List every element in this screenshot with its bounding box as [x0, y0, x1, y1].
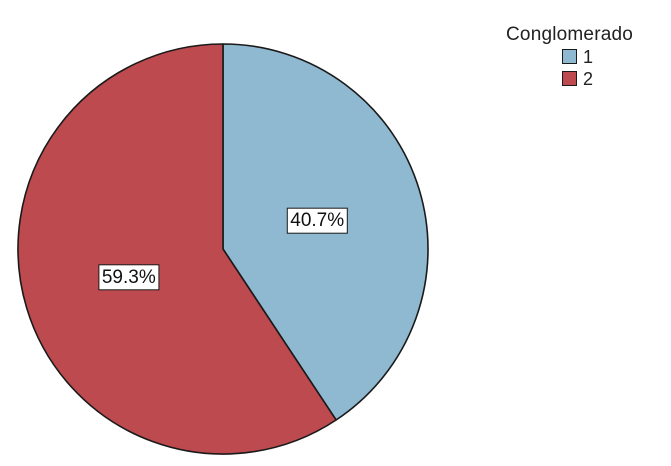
- data-label-text: 40.7%: [290, 210, 344, 231]
- legend-title: Conglomerado: [506, 24, 634, 45]
- pie-slice-2: [17, 43, 337, 455]
- pie-data-label-1: 40.7%: [286, 207, 348, 234]
- pie-data-label-2: 59.3%: [98, 264, 160, 291]
- legend-swatch-1: [562, 49, 577, 64]
- pie-data-labels: 40.7% 59.3%: [98, 207, 348, 291]
- legend-item-1: 1: [562, 46, 666, 68]
- pie-slices: [17, 43, 429, 455]
- legend-swatch-2: [562, 71, 577, 86]
- legend: Conglomerado 1 2: [506, 24, 666, 90]
- data-label-box: [98, 264, 160, 291]
- data-label-box: [286, 207, 348, 234]
- legend-label-1: 1: [583, 47, 594, 67]
- legend-item-2: 2: [562, 68, 666, 90]
- data-label-text: 59.3%: [102, 267, 156, 288]
- legend-label-2: 2: [583, 69, 594, 89]
